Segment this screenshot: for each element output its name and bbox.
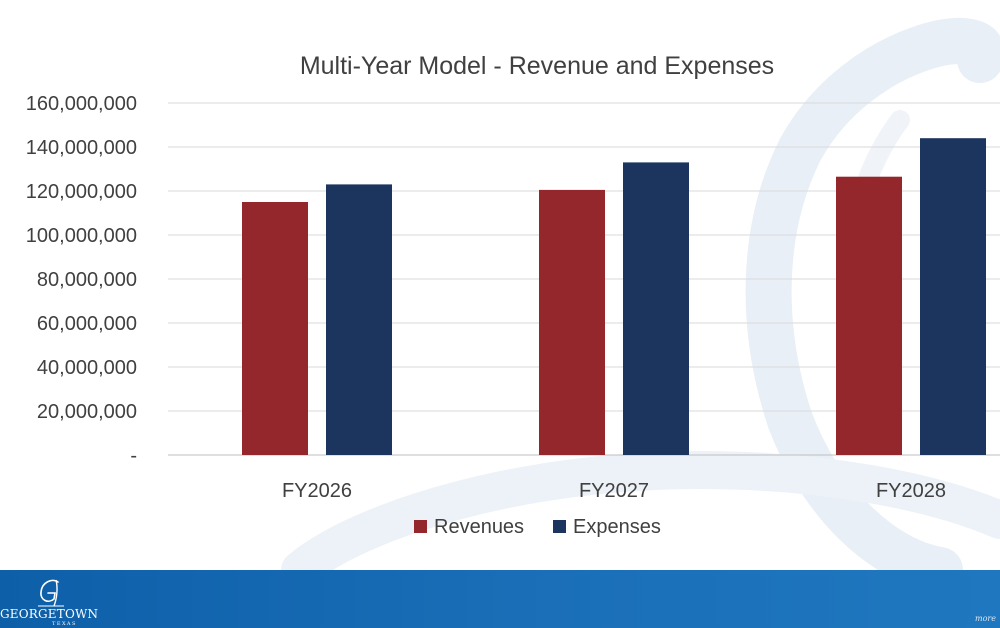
y-tick-label: 120,000,000 bbox=[26, 181, 137, 203]
x-tick-label: FY2027 bbox=[579, 480, 649, 502]
legend-label-expenses: Expenses bbox=[573, 516, 661, 538]
georgetown-g-icon bbox=[38, 579, 64, 607]
georgetown-logo[interactable]: GEORGETOWN TEXAS bbox=[0, 578, 130, 628]
bar-revenues-fy2026 bbox=[242, 202, 308, 455]
logo-subtitle: TEXAS bbox=[52, 621, 77, 627]
footer-bar: GEORGETOWN TEXAS more bbox=[0, 570, 1000, 628]
y-tick-label: - bbox=[130, 445, 137, 467]
y-tick-label: 100,000,000 bbox=[26, 225, 137, 247]
more-text: more bbox=[975, 614, 996, 623]
y-tick-label: 40,000,000 bbox=[37, 357, 137, 379]
bar-expenses-fy2026 bbox=[326, 184, 392, 455]
legend-swatch-revenues bbox=[414, 520, 427, 533]
x-tick-label: FY2028 bbox=[876, 480, 946, 502]
y-tick-label: 80,000,000 bbox=[37, 269, 137, 291]
bar-expenses-fy2027 bbox=[623, 162, 689, 455]
y-tick-label: 60,000,000 bbox=[37, 313, 137, 335]
x-tick-label: FY2026 bbox=[282, 480, 352, 502]
y-tick-label: 140,000,000 bbox=[26, 137, 137, 159]
logo-name: GEORGETOWN bbox=[0, 607, 99, 621]
bar-revenues-fy2027 bbox=[539, 189, 605, 455]
chart-title: Multi-Year Model - Revenue and Expenses bbox=[300, 52, 774, 80]
bar-expenses-fy2028 bbox=[920, 138, 986, 455]
legend-swatch-expenses bbox=[553, 520, 566, 533]
legend-label-revenues: Revenues bbox=[434, 516, 524, 538]
y-tick-label: 20,000,000 bbox=[37, 401, 137, 423]
y-tick-label: 160,000,000 bbox=[26, 93, 137, 115]
bar-revenues-fy2028 bbox=[836, 176, 902, 455]
chart: Multi-Year Model - Revenue and Expenses -… bbox=[26, 52, 1000, 538]
